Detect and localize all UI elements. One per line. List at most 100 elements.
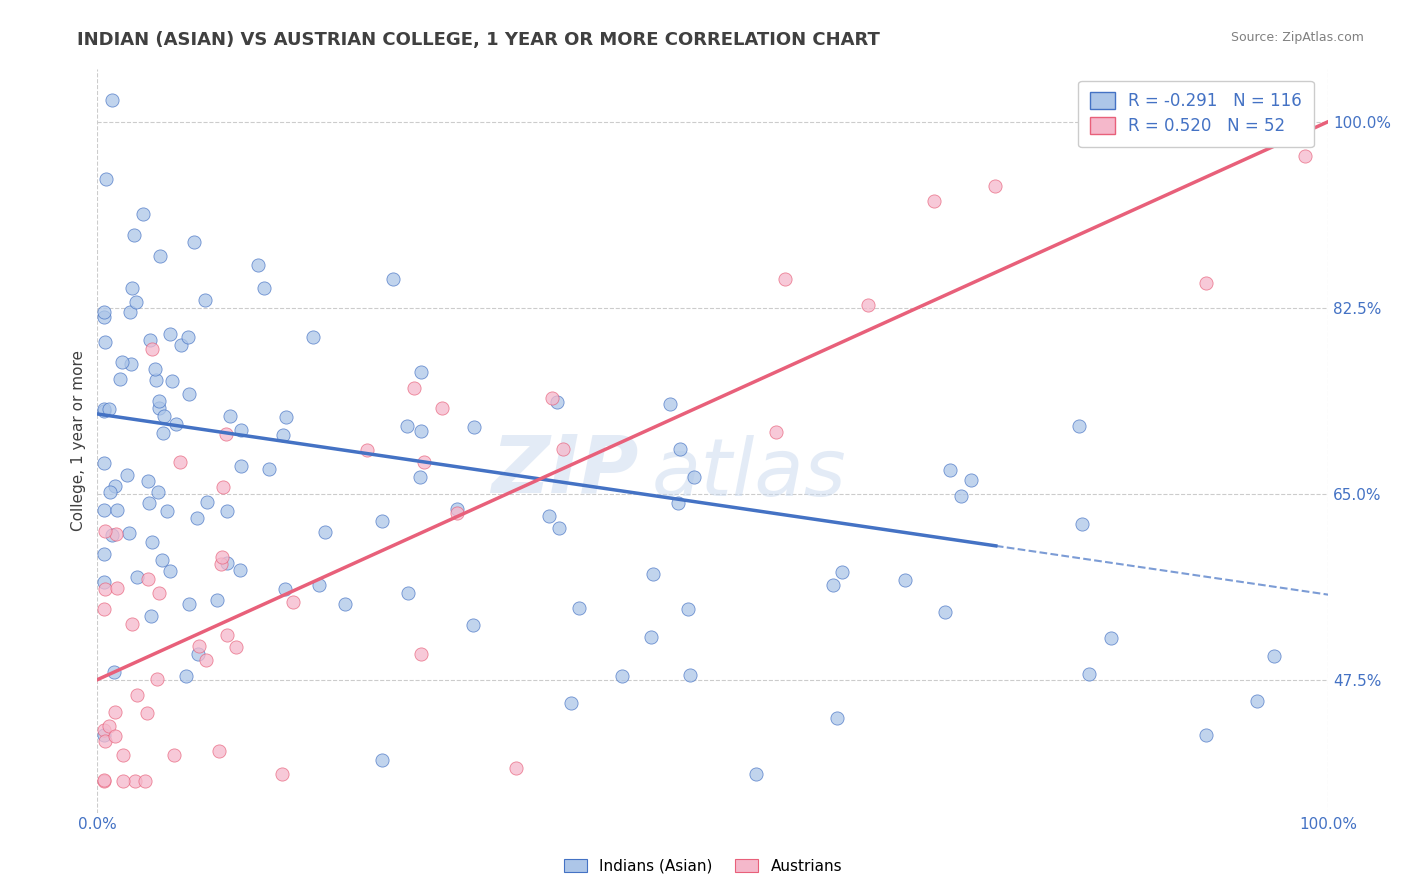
Point [314, 524, 336, 539]
Point [959, 473, 981, 487]
Point [229, 424, 252, 438]
Point [94, 172, 117, 186]
Point [135, 706, 157, 721]
Y-axis label: College, 1 year or more: College, 1 year or more [72, 350, 86, 531]
Point [136, 572, 159, 586]
Point [409, 424, 432, 438]
Point [159, 327, 181, 342]
Point [93, 582, 115, 597]
Point [409, 647, 432, 661]
Point [146, 673, 169, 687]
Point [93, 547, 115, 561]
Point [333, 597, 356, 611]
Point [225, 640, 247, 654]
Point [122, 228, 145, 243]
Point [93, 728, 115, 742]
Point [93, 310, 115, 324]
Point [117, 468, 139, 483]
Point [273, 428, 295, 442]
Point [408, 469, 430, 483]
Point [148, 394, 170, 409]
Point [104, 527, 127, 541]
Point [136, 474, 159, 488]
Point [149, 249, 172, 263]
Point [939, 463, 962, 477]
Point [984, 179, 1007, 194]
Point [463, 618, 485, 632]
Point [148, 484, 170, 499]
Point [1070, 516, 1092, 531]
Point [370, 514, 392, 528]
Point [610, 669, 633, 683]
Point [666, 496, 689, 510]
Legend: Indians (Asian), Austrians: Indians (Asian), Austrians [558, 853, 848, 880]
Point [104, 705, 127, 719]
Point [93, 457, 115, 471]
Point [568, 600, 591, 615]
Point [217, 628, 239, 642]
Point [463, 420, 485, 434]
Point [93, 773, 115, 788]
Point [111, 773, 134, 788]
Point [409, 365, 432, 379]
Text: Source: ZipAtlas.com: Source: ZipAtlas.com [1230, 31, 1364, 45]
Point [187, 647, 209, 661]
Point [371, 753, 394, 767]
Point [679, 667, 702, 681]
Point [548, 521, 571, 535]
Point [1069, 419, 1091, 434]
Point [187, 639, 209, 653]
Point [121, 616, 143, 631]
Point [152, 426, 174, 441]
Point [125, 688, 148, 702]
Point [105, 582, 128, 596]
Point [934, 605, 956, 619]
Point [139, 609, 162, 624]
Point [396, 585, 419, 599]
Point [683, 470, 706, 484]
Point [1195, 277, 1218, 291]
Point [219, 409, 242, 423]
Point [676, 601, 699, 615]
Point [141, 534, 163, 549]
Point [209, 557, 232, 571]
Point [170, 338, 193, 352]
Point [93, 402, 115, 417]
Point [132, 207, 155, 221]
Point [120, 357, 142, 371]
Legend: R = -0.291   N = 116, R = 0.520   N = 52: R = -0.291 N = 116, R = 0.520 N = 52 [1078, 80, 1313, 147]
Point [217, 556, 239, 570]
Point [125, 294, 148, 309]
Point [208, 744, 231, 758]
Point [111, 354, 134, 368]
Point [446, 506, 468, 520]
Point [274, 410, 297, 425]
Point [246, 259, 269, 273]
Point [217, 504, 239, 518]
Point [404, 380, 426, 394]
Point [1294, 149, 1316, 163]
Point [396, 419, 419, 434]
Point [505, 761, 527, 775]
Point [640, 631, 662, 645]
Point [134, 773, 156, 788]
Point [145, 373, 167, 387]
Point [894, 573, 917, 587]
Point [169, 454, 191, 468]
Point [120, 305, 142, 319]
Point [253, 281, 276, 295]
Point [273, 582, 295, 596]
Point [1101, 632, 1123, 646]
Point [104, 478, 127, 492]
Point [104, 730, 127, 744]
Point [308, 578, 330, 592]
Point [745, 767, 768, 781]
Point [176, 669, 198, 683]
Point [150, 553, 173, 567]
Point [205, 593, 228, 607]
Point [215, 426, 238, 441]
Point [669, 442, 692, 457]
Point [98, 485, 121, 500]
Point [100, 94, 122, 108]
Point [163, 748, 186, 763]
